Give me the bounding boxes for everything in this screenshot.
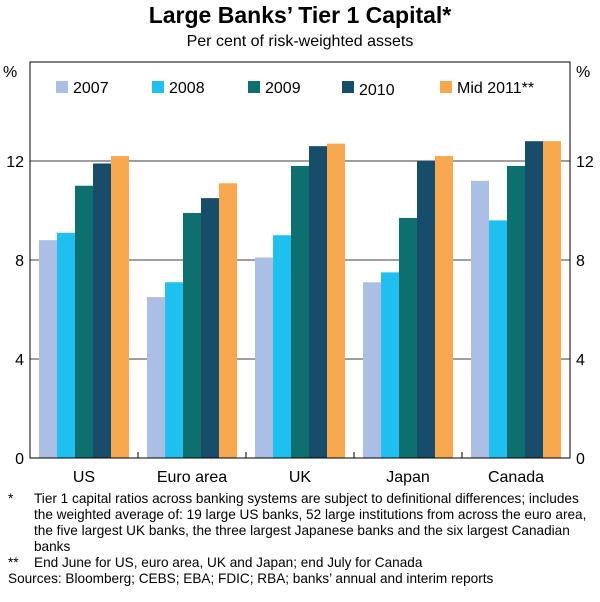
y-tick-left-4: 4 [15,352,24,369]
bar-canada-2007 [471,180,489,459]
bar-us-2007 [39,240,57,458]
y-axis-unit-left: % [3,64,17,81]
legend-swatch-mid2011 [440,81,452,93]
bar-uk-2009 [291,165,309,458]
y-tick-right-12: 12 [576,154,594,171]
y-tick-left-8: 8 [15,253,24,270]
bar-japan-mid2011 [435,156,453,459]
legend-swatch-2010 [342,81,354,93]
legend-label-2007: 2007 [73,80,109,97]
bar-euro-area-2009 [183,212,201,458]
bar-canada-2009 [507,165,525,458]
bar-us-2009 [75,185,93,458]
legend-label-2008: 2008 [169,80,205,97]
bar-us-mid2011 [111,156,129,459]
bar-us-2010 [93,163,111,458]
bar-japan-2009 [399,217,417,458]
bar-canada-2010 [525,141,543,458]
footnote-1: * Tier 1 capital ratios across banking s… [8,491,598,555]
legend-swatch-2008 [152,81,164,93]
legend-label-2010: 2010 [359,82,395,99]
bar-japan-2008 [381,272,399,458]
chart-title: Large Banks’ Tier 1 Capital* [148,2,452,28]
bar-japan-2010 [417,161,435,458]
footnote-2-mark: ** [8,555,19,570]
bar-uk-2007 [255,257,273,458]
legend-label-mid2011: Mid 2011** [457,80,534,97]
bar-euro-area-2008 [165,282,183,458]
x-tick-japan: Japan [386,469,430,486]
plot-frame [29,61,571,459]
x-tick-canada: Canada [488,469,544,486]
bar-japan-2007 [363,282,381,458]
footnotes: * Tier 1 capital ratios across banking s… [8,491,598,587]
x-tick-us: US [73,469,95,486]
y-tick-left-0: 0 [15,451,24,468]
footnote-2: ** End June for US, euro area, UK and Ja… [8,555,598,571]
bar-uk-mid2011 [327,143,345,459]
x-tick-euro-area: Euro area [157,469,227,486]
bar-canada-2008 [489,220,507,458]
bar-canada-mid2011 [543,141,561,458]
bar-uk-2010 [309,146,327,458]
legend-swatch-2007 [56,81,68,93]
bar-euro-area-mid2011 [219,183,237,458]
y-tick-right-4: 4 [576,352,585,369]
bar-us-2008 [57,232,75,458]
legend-swatch-2009 [248,81,260,93]
sources: Sources: Bloomberg; CEBS; EBA; FDIC; RBA… [8,571,494,586]
y-axis-unit-right: % [576,64,590,81]
footnote-1-mark: * [8,491,14,506]
bar-uk-2008 [273,235,291,458]
bar-euro-area-2007 [147,297,165,458]
chart-subtitle: Per cent of risk-weighted assets [186,33,414,50]
x-tick-uk: UK [289,469,312,486]
bar-euro-area-2010 [201,198,219,458]
y-tick-left-12: 12 [6,154,24,171]
bar-chart: % % 0 0 4 4 8 8 12 12 US Euro area UK Japan Canada 2… [3,61,594,486]
y-tick-right-8: 8 [576,253,585,270]
y-tick-right-0: 0 [576,451,585,468]
footnote-1-text: Tier 1 capital ratios across banking sys… [34,491,587,554]
footnote-2-text: End June for US, euro area, UK and Japan… [34,555,423,570]
legend-label-2009: 2009 [265,80,301,97]
